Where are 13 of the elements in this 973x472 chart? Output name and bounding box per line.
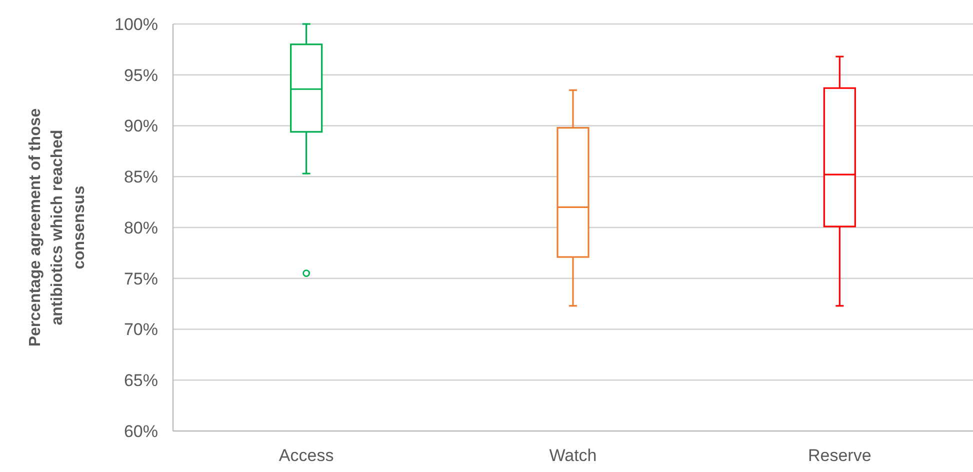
x-tick-label: Reserve (808, 446, 872, 465)
y-tick-label: 90% (124, 116, 158, 136)
y-tick-label: 60% (124, 422, 158, 441)
x-tick-label: Watch (549, 446, 597, 465)
y-axis-title: Percentage agreement of those antibiotics which reached consensus (27, 108, 88, 347)
y-tick-label: 75% (124, 269, 158, 288)
y-tick-label: 70% (124, 320, 158, 340)
y-tick-label: 95% (124, 66, 158, 85)
y-tick-label: 80% (124, 218, 158, 238)
y-tick-label: 100% (114, 14, 158, 34)
y-tick-label: 65% (124, 371, 158, 390)
x-tick-label: Access (278, 446, 334, 465)
y-tick-label: 85% (124, 168, 158, 187)
